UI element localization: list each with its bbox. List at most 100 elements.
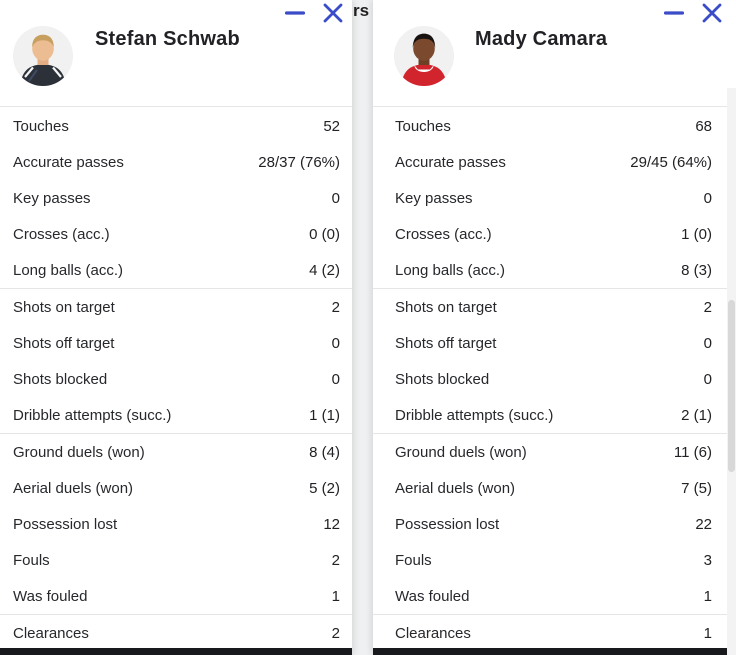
stat-row: Crosses (acc.) 0 (0)	[0, 216, 352, 252]
close-button[interactable]	[701, 2, 723, 24]
player-photo	[13, 26, 73, 86]
card-bottom-dark-bar	[373, 648, 736, 655]
background-partial-text: rs	[353, 1, 370, 20]
stat-row: Touches 52	[0, 108, 352, 144]
stat-label: Possession lost	[13, 515, 118, 533]
stat-label: Shots off target	[13, 334, 115, 352]
stats-group: Ground duels (won) 8 (4) Aerial duels (won…	[0, 433, 352, 614]
stat-label: Key passes	[395, 189, 473, 207]
stat-row: Long balls (acc.) 4 (2)	[0, 252, 352, 288]
stats-group: Ground duels (won) 11 (6) Aerial duels (wo…	[373, 433, 736, 614]
stat-row: Possession lost 12	[0, 506, 352, 542]
stat-label: Aerial duels (won)	[13, 479, 134, 497]
stat-label: Fouls	[395, 551, 432, 569]
stats-group: Touches 68 Accurate passes 29/45 (64%) Key p…	[373, 108, 736, 288]
stat-value: 2	[331, 298, 340, 316]
stat-row: Clearances 2	[0, 615, 352, 651]
stat-row: Ground duels (won) 11 (6)	[373, 434, 736, 470]
stat-row: Accurate passes 29/45 (64%)	[373, 144, 736, 180]
stats-list: Touches 68 Accurate passes 29/45 (64%) Key p…	[373, 108, 736, 651]
stat-value: 12	[323, 515, 340, 533]
stats-group: Touches 52 Accurate passes 28/37 (76%) Key p…	[0, 108, 352, 288]
stat-row: Aerial duels (won) 7 (5)	[373, 470, 736, 506]
player-avatar	[13, 26, 73, 86]
card-header: Mady Camara	[373, 0, 736, 107]
stat-row: Was fouled 1	[373, 578, 736, 614]
stat-label: Clearances	[13, 624, 89, 642]
stat-row: Possession lost 22	[373, 506, 736, 542]
stat-label: Aerial duels (won)	[395, 479, 516, 497]
minimize-icon	[285, 11, 305, 15]
stat-row: Shots blocked 0	[373, 361, 736, 397]
stat-row: Accurate passes 28/37 (76%)	[0, 144, 352, 180]
stat-value: 0	[703, 370, 712, 388]
stat-value: 0	[331, 334, 340, 352]
stat-row: Key passes 0	[373, 180, 736, 216]
stat-label: Ground duels (won)	[395, 443, 527, 461]
stat-row: Shots on target 2	[373, 289, 736, 325]
stat-row: Shots off target 0	[373, 325, 736, 361]
close-icon	[323, 3, 343, 23]
stat-label: Long balls (acc.)	[395, 261, 506, 279]
player-photo	[394, 26, 454, 86]
stat-label: Shots on target	[395, 298, 497, 316]
card-bottom-dark-bar	[0, 648, 352, 655]
stats-group: Shots on target 2 Shots off target 0 Shots b…	[373, 288, 736, 433]
stat-row: Dribble attempts (succ.) 2 (1)	[373, 397, 736, 433]
stat-value: 52	[323, 117, 340, 135]
stat-label: Accurate passes	[13, 153, 124, 171]
stat-row: Long balls (acc.) 8 (3)	[373, 252, 736, 288]
stat-row: Ground duels (won) 8 (4)	[0, 434, 352, 470]
page-scrollbar[interactable]	[727, 88, 736, 655]
stat-value: 68	[695, 117, 712, 135]
stat-label: Was fouled	[13, 587, 88, 605]
stat-row: Was fouled 1	[0, 578, 352, 614]
stat-value: 8 (4)	[309, 443, 340, 461]
stat-row: Shots blocked 0	[0, 361, 352, 397]
stat-label: Shots blocked	[13, 370, 108, 388]
stat-value: 22	[695, 515, 712, 533]
stat-row: Shots off target 0	[0, 325, 352, 361]
stat-value: 29/45 (64%)	[630, 153, 712, 171]
stat-value: 1	[331, 587, 340, 605]
stat-row: Fouls 2	[0, 542, 352, 578]
stat-label: Crosses (acc.)	[13, 225, 110, 243]
stat-row: Clearances 1	[373, 615, 736, 651]
stat-label: Accurate passes	[395, 153, 506, 171]
stat-value: 2	[703, 298, 712, 316]
close-icon	[702, 3, 722, 23]
stat-value: 28/37 (76%)	[258, 153, 340, 171]
stat-value: 8 (3)	[681, 261, 712, 279]
stat-value: 3	[703, 551, 712, 569]
stats-group: Clearances 2	[0, 614, 352, 651]
stat-label: Key passes	[13, 189, 91, 207]
stat-value: 1	[703, 587, 712, 605]
stat-value: 0	[703, 334, 712, 352]
stat-value: 0 (0)	[309, 225, 340, 243]
window-controls	[663, 2, 723, 24]
stat-row: Shots on target 2	[0, 289, 352, 325]
scrollbar-thumb[interactable]	[728, 300, 735, 472]
stat-label: Touches	[395, 117, 451, 135]
player-stats-card-right: Mady Camara Touches 68 Accurate passes 29/4…	[373, 0, 736, 655]
player-name: Mady Camara	[475, 28, 608, 50]
close-button[interactable]	[322, 2, 344, 24]
stat-value: 11 (6)	[673, 443, 712, 461]
minimize-button[interactable]	[663, 2, 685, 24]
stats-group: Clearances 1	[373, 614, 736, 651]
stat-label: Fouls	[13, 551, 50, 569]
stat-label: Long balls (acc.)	[13, 261, 124, 279]
stat-label: Shots off target	[395, 334, 497, 352]
stat-row: Aerial duels (won) 5 (2)	[0, 470, 352, 506]
player-avatar	[394, 26, 454, 86]
stat-label: Crosses (acc.)	[395, 225, 492, 243]
stat-row: Crosses (acc.) 1 (0)	[373, 216, 736, 252]
card-header: Stefan Schwab	[0, 0, 352, 107]
window-controls	[284, 2, 344, 24]
stat-label: Possession lost	[395, 515, 500, 533]
stat-label: Clearances	[395, 624, 471, 642]
minimize-button[interactable]	[284, 2, 306, 24]
stat-label: Ground duels (won)	[13, 443, 145, 461]
stat-value: 0	[331, 189, 340, 207]
stat-value: 1 (1)	[309, 406, 340, 424]
